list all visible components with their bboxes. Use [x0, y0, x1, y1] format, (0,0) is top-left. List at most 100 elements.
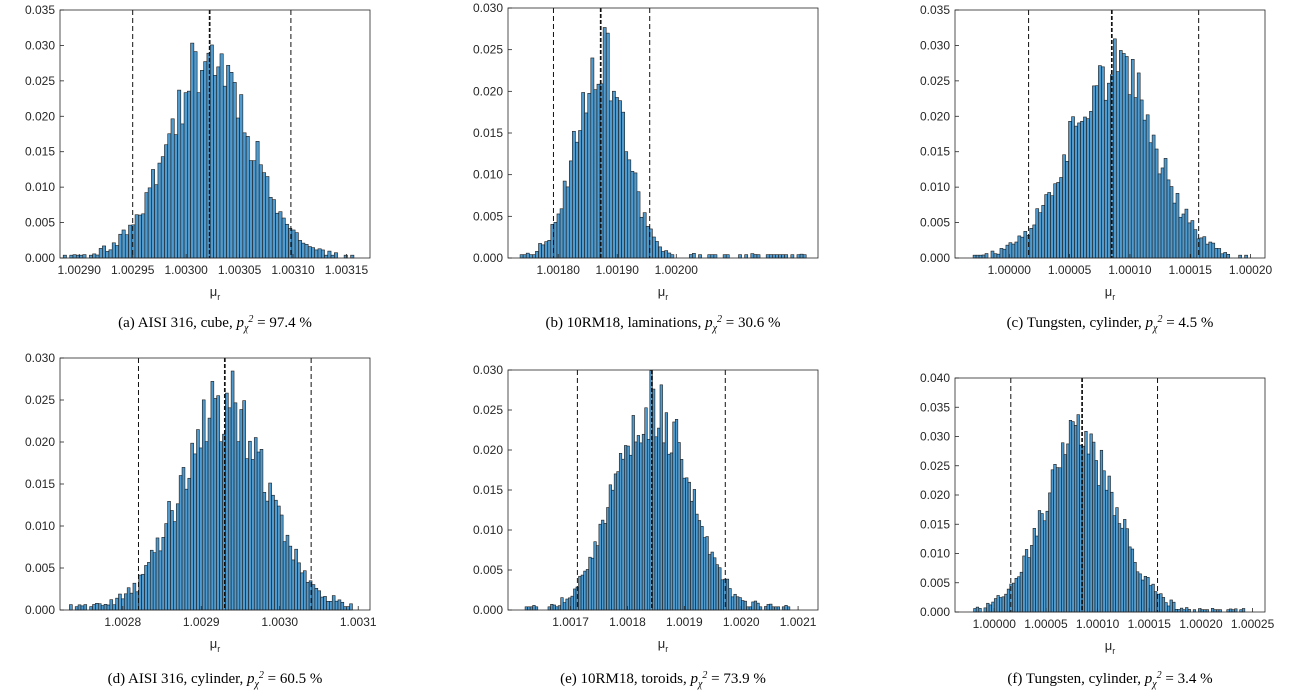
histogram-bar	[645, 226, 650, 259]
histogram-bar	[213, 398, 218, 611]
histogram-bar	[190, 42, 195, 259]
y-tick-label: 0.000	[25, 603, 55, 617]
y-tick-label: 0.035	[920, 400, 950, 414]
histogram-bar	[718, 567, 722, 611]
histogram-bar	[285, 223, 289, 259]
histogram-bar	[245, 458, 249, 611]
histogram-bar	[522, 254, 527, 259]
histogram-bar	[626, 445, 630, 611]
histogram-bar	[1139, 99, 1144, 259]
histogram-bar	[796, 254, 801, 259]
histogram-bar	[766, 604, 770, 611]
histogram-bar	[196, 429, 200, 611]
histogram-bar	[753, 254, 758, 259]
y-tick-label: 0.005	[920, 216, 950, 230]
x-axis-label: μr	[658, 284, 669, 302]
histogram-bar	[661, 251, 665, 259]
histogram-bar	[225, 392, 229, 611]
x-tick-label: 1.00315	[325, 263, 369, 277]
histogram-bar	[317, 248, 322, 259]
histogram-bar	[83, 604, 88, 611]
histogram-bar	[535, 251, 539, 259]
x-tick-label: 1.00190	[596, 263, 640, 277]
histogram-bar	[324, 254, 329, 259]
histogram-bar	[128, 224, 133, 259]
histogram-bar	[1112, 515, 1116, 613]
histogram-bar	[728, 588, 732, 611]
histogram-bar	[1071, 116, 1075, 259]
y-tick-label: 0.030	[25, 351, 55, 365]
plot-frame	[59, 9, 371, 259]
histogram-bar	[1017, 235, 1022, 259]
y-tick-label: 0.015	[25, 145, 55, 159]
histogram-bar	[1115, 507, 1119, 613]
y-tick-label: 0.020	[473, 84, 503, 98]
histogram-bar	[565, 186, 570, 259]
histogram-bar	[1125, 528, 1129, 613]
x-tick-label: 1.00010	[1108, 263, 1152, 277]
histogram-bar	[1214, 248, 1219, 259]
histogram-bar	[769, 603, 773, 611]
histogram-bar	[751, 601, 755, 611]
histogram-bar	[695, 513, 699, 611]
histogram-bar	[239, 409, 244, 611]
y-tick-label: 0.025	[473, 403, 503, 417]
histogram-bar	[251, 459, 255, 611]
histogram-bar	[330, 254, 335, 259]
histogram-bar	[544, 241, 549, 259]
histogram-bar	[193, 51, 198, 259]
histogram-bar	[578, 576, 582, 611]
histogram-bar	[294, 548, 298, 611]
histogram-bar	[1084, 431, 1088, 613]
histogram-bar	[1178, 216, 1183, 259]
histogram-bar	[1071, 421, 1075, 613]
histogram-bar	[138, 214, 142, 259]
histogram-bar	[692, 253, 696, 259]
histogram-bar	[187, 90, 191, 259]
histogram-bar	[560, 597, 564, 611]
histogram-bar	[232, 82, 237, 259]
histogram-bar	[112, 604, 116, 611]
histogram-bar	[242, 400, 246, 611]
histogram-bar	[196, 92, 201, 259]
x-tick-label: 1.00025	[1231, 617, 1275, 631]
histogram-bar	[633, 172, 638, 259]
histogram-bar	[524, 606, 528, 611]
histogram-bar	[1050, 195, 1054, 259]
histogram-bar	[1011, 243, 1016, 259]
histogram-bar	[184, 488, 189, 611]
histogram-bar	[167, 501, 171, 611]
histogram-bar	[572, 130, 576, 259]
histogram-bar	[1202, 236, 1207, 259]
histogram-bar	[781, 606, 786, 611]
histogram-bar	[1220, 253, 1225, 259]
histogram-bar	[129, 592, 134, 611]
histogram-bar	[802, 254, 807, 259]
histogram-bar	[80, 605, 85, 611]
histogram-bar	[775, 254, 779, 259]
histogram-bar	[303, 570, 307, 611]
histogram-bar	[1089, 111, 1093, 259]
histogram-bar	[279, 514, 284, 611]
x-tick-label: 1.00290	[58, 263, 102, 277]
histogram-bar	[74, 606, 79, 611]
histogram-bar	[277, 505, 281, 611]
histogram-bar	[268, 482, 272, 611]
panel-caption: (a) AISI 316, cube, pχ2 = 97.4 %	[118, 314, 312, 334]
histogram-bar	[1138, 573, 1142, 613]
histogram-bar	[778, 254, 782, 259]
histogram-bar	[664, 412, 668, 611]
histogram-bar	[285, 534, 290, 611]
histogram-bar	[1086, 118, 1090, 259]
histogram-bar	[670, 254, 675, 259]
histogram-bar	[1199, 237, 1204, 259]
histogram-bar	[708, 554, 712, 611]
histogram-bar	[1163, 158, 1168, 259]
histogram-bar	[787, 606, 791, 611]
histogram-bar	[652, 236, 656, 259]
histogram-bar	[170, 118, 175, 259]
histogram-bar	[1006, 588, 1011, 613]
x-tick-label: 1.00010	[1076, 617, 1120, 631]
histogram-bar	[1123, 519, 1127, 613]
histogram-bar	[1184, 208, 1189, 259]
